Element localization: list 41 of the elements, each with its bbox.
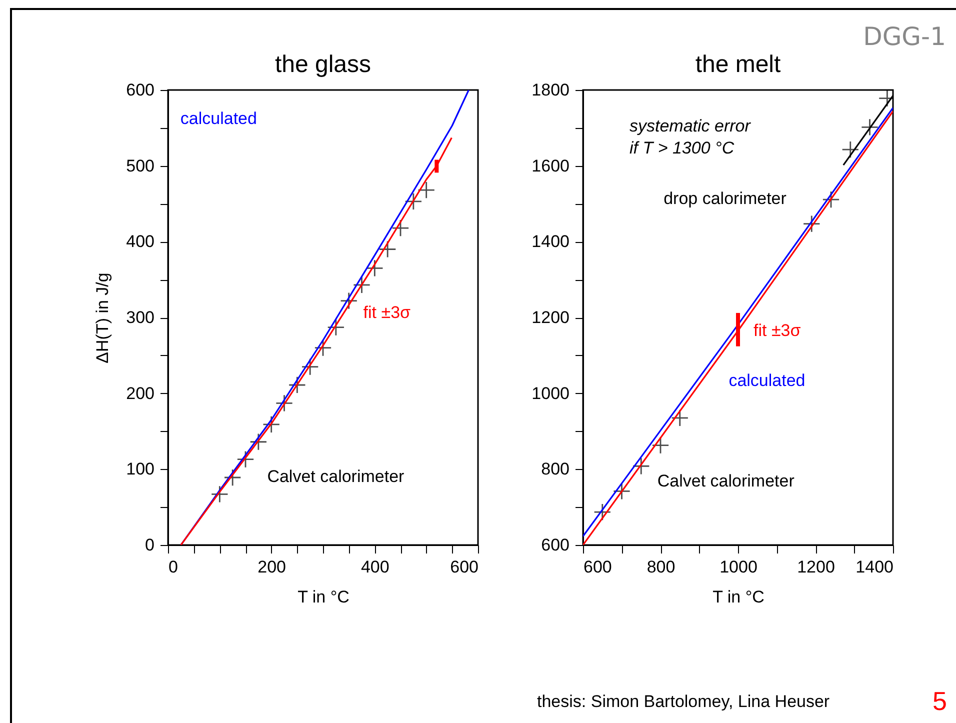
chart-title: the melt xyxy=(695,51,782,78)
x-axis-title: T in °C xyxy=(712,588,764,606)
text: thesis: Simon Bartolomey, Lina Heuser xyxy=(537,692,830,712)
annotation: systematic error if T > 1300 °C xyxy=(630,116,752,158)
y-tick-label: 1400 xyxy=(532,232,570,252)
y-tick-label: 200 xyxy=(126,384,154,403)
y-tick-label: 600 xyxy=(126,80,154,100)
annotation: Calvet calorimeter xyxy=(267,466,405,486)
y-tick-label: 1200 xyxy=(532,308,570,327)
annotation: fit ±3σ xyxy=(754,321,802,340)
y-tick-label: 600 xyxy=(541,536,570,554)
annotation: Calvet calorimeter xyxy=(657,471,795,490)
chart-title: the glass xyxy=(274,51,372,78)
y-tick-label: 400 xyxy=(126,232,154,252)
line-series xyxy=(180,136,452,545)
x-tick-label: 400 xyxy=(360,558,390,576)
y-tick-label: 500 xyxy=(126,156,154,176)
x-tick-label: 1200 xyxy=(797,558,835,576)
y-tick-label: 1000 xyxy=(532,384,570,403)
y-tick-label: 1800 xyxy=(532,80,570,100)
y-tick-label: 1600 xyxy=(532,156,570,176)
x-tick-label: 800 xyxy=(646,558,676,576)
x-axis-title: T in °C xyxy=(298,588,350,606)
annotation: calculated xyxy=(728,371,806,390)
x-tick-label: 1400 xyxy=(856,558,894,576)
y-tick-label: 300 xyxy=(126,308,154,327)
line-series xyxy=(180,90,470,545)
y-axis-title: ΔH(T) in J/g xyxy=(93,272,112,364)
text: 5 xyxy=(932,686,947,717)
x-tick-label: 1000 xyxy=(720,558,758,576)
x-tick-label: 600 xyxy=(450,558,478,576)
annotation: drop calorimeter xyxy=(664,189,787,208)
annotation: calculated xyxy=(180,109,257,128)
annotation: fit ±3σ xyxy=(363,302,412,322)
y-tick-label: 100 xyxy=(126,460,154,479)
text: DGG-1 xyxy=(863,22,946,51)
x-tick-label: 0 xyxy=(168,558,178,576)
y-tick-label: 800 xyxy=(541,460,570,479)
y-tick-label: 0 xyxy=(145,536,154,554)
x-tick-label: 200 xyxy=(258,558,286,576)
x-tick-label: 600 xyxy=(584,558,612,576)
